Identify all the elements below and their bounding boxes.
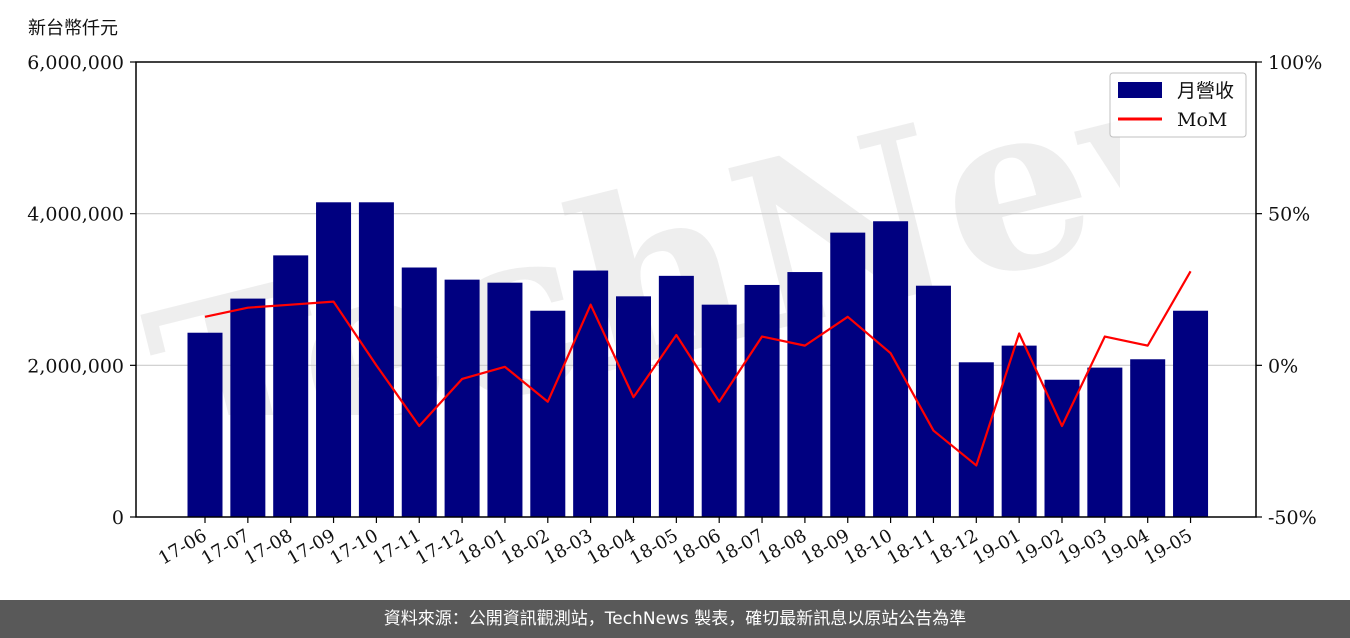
bar: [830, 232, 866, 517]
y-left-tick-label: 2,000,000: [27, 355, 124, 377]
bar: [744, 284, 780, 517]
mom-line: [204, 270, 1192, 467]
y-right-tick-label: 100%: [1268, 52, 1322, 74]
x-tick-label: 18-03: [541, 525, 596, 569]
bar: [401, 267, 437, 517]
legend-label-mom: MoM: [1177, 109, 1227, 131]
source-footer: 資料來源：公開資訊觀測站，TechNews 製表，確切最新訊息以原站公告為準: [0, 600, 1350, 638]
bar: [958, 362, 994, 517]
x-tick-label: 18-06: [669, 525, 724, 569]
bar: [1173, 310, 1209, 517]
bar: [230, 298, 266, 517]
bar: [444, 279, 480, 517]
x-tick-label: 19-04: [1098, 525, 1153, 569]
x-tick-label: 19-03: [1055, 525, 1110, 569]
bar: [530, 310, 566, 517]
bar: [616, 296, 651, 517]
bar-series-revenue: [187, 202, 1209, 517]
y-right-tick-label: 50%: [1268, 204, 1310, 226]
bar: [487, 282, 523, 517]
x-tick-label: 18-12: [926, 525, 981, 569]
bar: [873, 221, 909, 517]
x-tick-label: 17-06: [155, 525, 210, 569]
x-tick-label: 18-05: [626, 525, 681, 569]
legend-swatch-revenue: [1118, 82, 1162, 98]
x-tick-label: 17-08: [241, 525, 296, 569]
x-tick-label: 17-09: [284, 525, 339, 569]
bar: [273, 255, 309, 517]
x-tick-label: 19-02: [1012, 525, 1067, 569]
x-tick-label: 17-12: [412, 525, 467, 569]
bar: [316, 202, 352, 517]
bar: [1001, 345, 1037, 517]
x-tick-label: 18-11: [884, 525, 939, 569]
bar: [1087, 367, 1123, 517]
y-right-tick-label: -50%: [1268, 507, 1317, 529]
x-tick-label: 17-07: [198, 525, 253, 569]
bar: [1130, 359, 1166, 517]
bar: [915, 285, 951, 517]
plot-frame: [135, 61, 1257, 518]
x-tick-label: 19-01: [969, 525, 1024, 569]
bar: [787, 272, 823, 517]
legend-label-revenue: 月營收: [1177, 80, 1234, 102]
x-tick-label: 19-05: [1141, 525, 1196, 569]
x-tick-label: 18-07: [712, 525, 767, 569]
y-left-tick-label: 0: [112, 507, 124, 529]
y-axis-unit-label: 新台幣仟元: [28, 18, 118, 39]
revenue-chart: 0 2,000,000 4,000,000 6,000,000 -50% 0% 50% 100…: [27, 52, 1322, 569]
bar: [358, 202, 394, 517]
y-right-tick-label: 0%: [1268, 355, 1298, 377]
x-tick-label: 18-10: [841, 525, 896, 569]
x-tick-label: 18-04: [584, 525, 639, 569]
y-left-tick-label: 4,000,000: [27, 204, 124, 226]
x-tick-label: 18-01: [455, 525, 510, 569]
bar: [187, 332, 223, 517]
y-left-tick-label: 6,000,000: [27, 52, 124, 74]
x-tick-label: 18-02: [498, 525, 553, 569]
legend: 月營收 MoM: [1109, 72, 1247, 138]
bar: [573, 270, 609, 517]
bar: [701, 304, 737, 517]
x-tick-label: 18-09: [798, 525, 853, 569]
x-tick-label: 17-11: [369, 525, 424, 569]
x-tick-label: 17-10: [326, 525, 381, 569]
x-tick-label: 18-08: [755, 525, 810, 569]
bar: [658, 275, 694, 517]
line-series-mom: [204, 270, 1192, 467]
